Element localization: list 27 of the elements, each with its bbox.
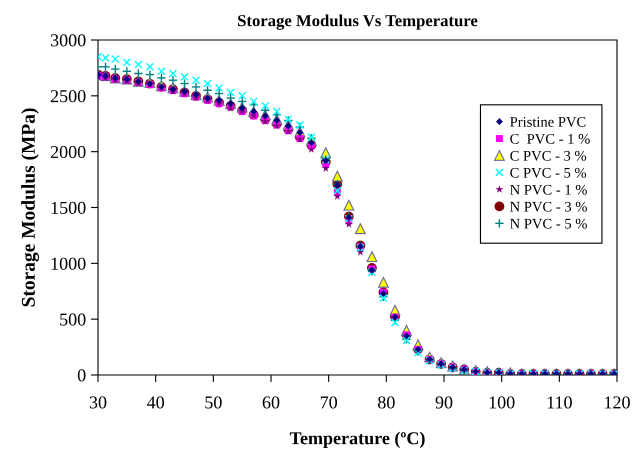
y-axis-title: Storage Modulus (MPa) — [21, 108, 39, 306]
legend-label: N PVC - 1 % — [510, 184, 587, 195]
y-tick-label: 1000 — [52, 258, 86, 270]
x-axis-title: Temperature (ºC) — [290, 432, 425, 448]
x-tick-label: 60 — [262, 396, 280, 409]
x-tick-label: 90 — [436, 396, 452, 409]
y-tick-label: 500 — [60, 313, 86, 326]
y-tick-label: 3000 — [50, 34, 86, 46]
x-tick-label: 120 — [605, 396, 630, 409]
x-tick-label: 80 — [378, 396, 395, 409]
x-tick-label: 110 — [548, 396, 572, 409]
y-tick-label: 0 — [78, 369, 86, 382]
legend-label: N PVC - 3 % — [510, 202, 587, 212]
legend-label: Pristine PVC — [510, 117, 586, 127]
x-tick-label: 40 — [146, 396, 164, 409]
legend-label: N PVC - 5 % — [510, 218, 587, 229]
y-tick-label: 1500 — [52, 202, 86, 214]
chart-title: Storage Modulus Vs Temperature — [238, 14, 478, 30]
x-tick-label: 30 — [90, 396, 106, 409]
x-tick-label: 50 — [205, 396, 222, 409]
legend-label: C PVC - 3 % — [510, 150, 586, 161]
y-tick-label: 2000 — [50, 146, 86, 158]
x-tick-label: 100 — [490, 396, 515, 409]
y-tick-label: 2500 — [50, 90, 86, 102]
legend-label: C PVC - 1 % — [510, 134, 590, 144]
legend-label: C PVC - 5 % — [510, 168, 586, 178]
x-tick-label: 70 — [320, 396, 338, 409]
